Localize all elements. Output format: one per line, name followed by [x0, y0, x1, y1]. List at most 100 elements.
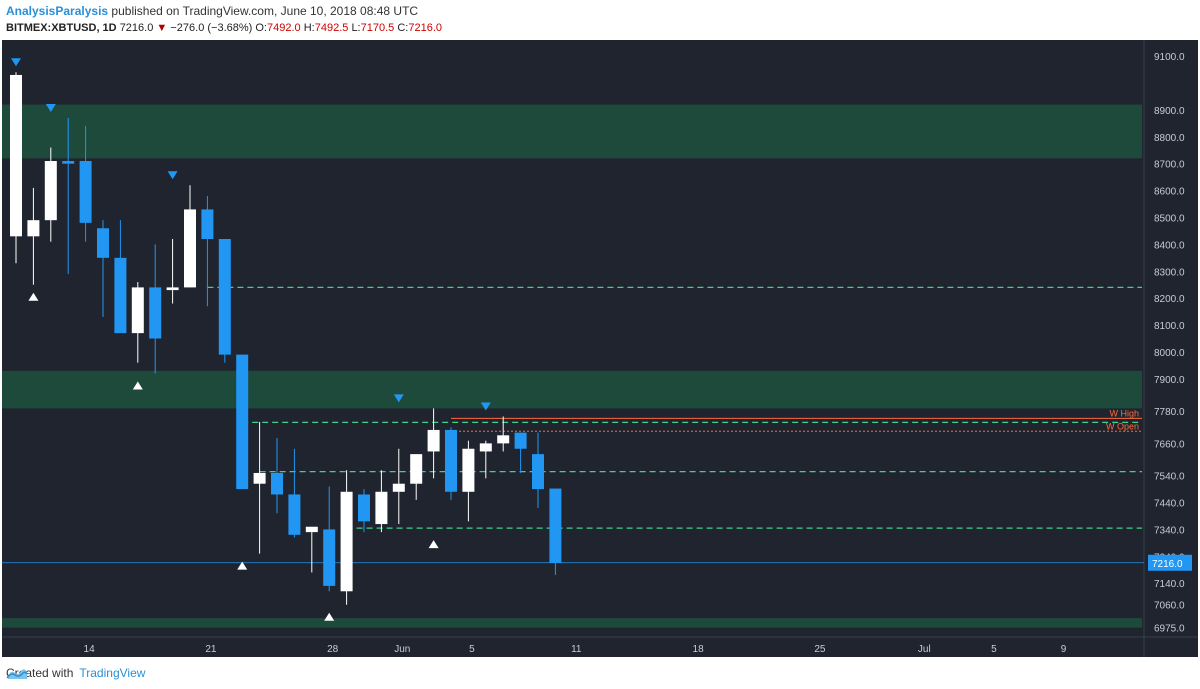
candle-body[interactable]	[445, 429, 457, 492]
candle-body[interactable]	[27, 220, 40, 237]
x-tick-label: 9	[1061, 644, 1067, 655]
low-value: 7170.5	[360, 22, 395, 34]
w-open-label: W Open	[1106, 421, 1139, 431]
y-tick-label: 6975.0	[1154, 624, 1185, 635]
candle-body[interactable]	[340, 491, 353, 592]
y-tick-label: 8500.0	[1154, 213, 1185, 224]
support-zone	[2, 104, 1142, 159]
candle-body[interactable]	[410, 454, 423, 484]
candle-body[interactable]	[184, 209, 196, 288]
x-tick-label: 11	[571, 644, 582, 655]
candle-body[interactable]	[323, 529, 336, 586]
pivot-high-marker	[11, 58, 21, 67]
open-label: O:	[255, 22, 267, 34]
chart-area[interactable]: W High W Open 9100.0 8900.0 8800.0 8700.0 8600…	[2, 40, 1198, 657]
candle-body[interactable]	[62, 161, 75, 164]
y-tick-label: 7140.0	[1154, 579, 1185, 590]
support-zone	[2, 618, 1142, 628]
y-tick-label: 8400.0	[1154, 240, 1185, 251]
x-tick-label: 18	[693, 644, 705, 655]
support-zone	[2, 370, 1142, 409]
candle-body[interactable]	[358, 494, 370, 522]
x-tick-label: Jul	[918, 644, 931, 655]
y-tick-label: 8000.0	[1154, 348, 1185, 359]
y-tick-label: 8900.0	[1154, 106, 1185, 117]
down-triangle-icon: ▼	[156, 22, 168, 34]
close-label: C:	[397, 22, 409, 34]
candle-body[interactable]	[149, 287, 162, 339]
y-tick-label: 8600.0	[1154, 187, 1185, 198]
candle-body[interactable]	[514, 432, 527, 449]
candle-body[interactable]	[114, 257, 127, 334]
candle-body[interactable]	[288, 494, 301, 535]
created-with: Created with TradingView	[6, 666, 145, 680]
published-text: published on TradingView.com, June 10, 2…	[111, 4, 419, 18]
candle-body[interactable]	[479, 443, 492, 452]
last-price: 7216.0	[119, 22, 154, 34]
x-tick-label: 14	[84, 644, 96, 655]
pivot-high-marker	[45, 103, 56, 112]
candle-body[interactable]	[10, 74, 22, 237]
y-tick-label: 7780.0	[1154, 407, 1185, 418]
y-tick-label: 8200.0	[1154, 294, 1185, 305]
open-value: 7492.0	[267, 22, 301, 34]
y-tick-label: 8300.0	[1154, 267, 1185, 278]
candle-body[interactable]	[532, 454, 544, 490]
y-tick-label: 7440.0	[1154, 499, 1185, 510]
last-price-box	[1148, 554, 1192, 571]
footer	[0, 657, 1200, 689]
pivot-high-marker	[480, 402, 491, 411]
pivot-high-marker	[167, 171, 178, 180]
candle-body[interactable]	[79, 161, 92, 223]
candle-body[interactable]	[201, 209, 214, 239]
close-value: 7216.0	[408, 22, 442, 34]
w-high-label: W High	[1109, 408, 1139, 418]
y-tick-label: 7340.0	[1154, 525, 1185, 536]
chart-header: AnalysisParalysis published on TradingVi…	[0, 0, 1200, 40]
y-tick-label: 9100.0	[1154, 52, 1185, 63]
high-value: 7492.5	[314, 22, 349, 34]
candle-body[interactable]	[131, 287, 144, 334]
candle-body[interactable]	[271, 472, 283, 495]
candlestick-chart[interactable]: W High W Open 9100.0 8900.0 8800.0 8700.0 8600…	[2, 40, 1198, 657]
pivot-high-marker	[393, 394, 404, 403]
candle-body[interactable]	[392, 483, 405, 492]
symbol-name: BITMEX:XBTUSD, 1D	[6, 22, 117, 34]
y-tick-label: 8100.0	[1154, 321, 1185, 332]
pivot-low-marker	[324, 612, 335, 621]
x-tick-label: 21	[205, 644, 217, 655]
y-tick-label: 7060.0	[1154, 601, 1185, 612]
candle-body[interactable]	[497, 435, 510, 444]
x-tick-label: 25	[814, 644, 826, 655]
x-tick-label: 28	[327, 644, 339, 655]
candle-body[interactable]	[44, 161, 57, 221]
tradingview-brand[interactable]: TradingView	[79, 666, 146, 680]
y-tick-label: 7540.0	[1154, 472, 1185, 483]
candle-body[interactable]	[427, 429, 440, 452]
candle-body[interactable]	[253, 472, 266, 484]
x-tick-label: 5	[469, 644, 475, 655]
candle-body[interactable]	[236, 354, 249, 490]
candle-body[interactable]	[375, 491, 388, 525]
y-tick-label: 8700.0	[1154, 160, 1185, 171]
price-change: −276.0 (−3.68%)	[170, 22, 253, 34]
last-price-label: 7216.0	[1152, 559, 1183, 570]
pivot-low-marker	[132, 381, 143, 390]
publish-line: AnalysisParalysis published on TradingVi…	[6, 4, 418, 18]
candle-body[interactable]	[218, 239, 231, 355]
candle-body[interactable]	[462, 448, 475, 492]
pivot-low-marker	[428, 540, 439, 549]
high-label: H:	[303, 22, 315, 34]
y-tick-label: 7900.0	[1154, 375, 1185, 386]
candle-body[interactable]	[97, 228, 109, 258]
tradingview-logo-icon	[6, 669, 28, 679]
y-tick-label: 8800.0	[1154, 133, 1185, 144]
pivot-low-marker	[237, 561, 248, 570]
candle-body[interactable]	[549, 488, 562, 563]
author-link[interactable]: AnalysisParalysis	[6, 4, 109, 18]
candle-body[interactable]	[166, 287, 179, 291]
low-label: L:	[351, 22, 361, 34]
x-tick-label: Jun	[394, 644, 410, 655]
candle-body[interactable]	[305, 526, 318, 533]
pivot-low-marker	[28, 292, 39, 301]
